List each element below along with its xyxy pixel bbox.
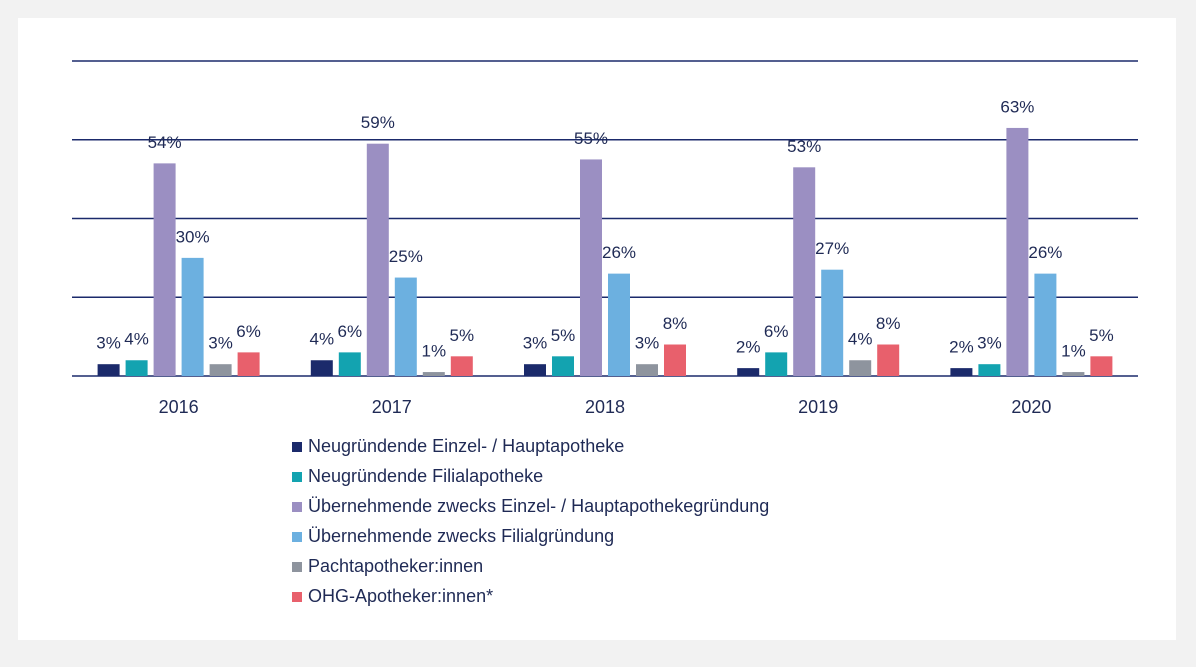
value-label: 5%	[1089, 326, 1114, 345]
legend-label: Pachtapotheker:innen	[308, 556, 483, 576]
value-label: 5%	[551, 326, 576, 345]
value-label: 1%	[1061, 342, 1086, 361]
value-label: 30%	[176, 227, 210, 246]
bar	[237, 352, 260, 376]
bar	[97, 364, 120, 376]
bar	[125, 360, 148, 376]
value-label: 4%	[310, 330, 335, 349]
value-label: 4%	[848, 330, 873, 349]
value-label: 3%	[635, 334, 660, 353]
value-label: 6%	[764, 322, 789, 341]
value-label: 2%	[736, 338, 761, 357]
bar	[310, 360, 333, 376]
legend-swatch	[292, 472, 302, 482]
value-label: 2%	[949, 338, 974, 357]
value-label: 3%	[977, 334, 1002, 353]
bar	[978, 364, 1001, 376]
legend-swatch	[292, 562, 302, 572]
value-label: 5%	[450, 326, 475, 345]
x-tick-label: 2019	[798, 397, 838, 417]
value-label: 53%	[787, 137, 821, 156]
value-label: 4%	[124, 330, 149, 349]
bar	[1090, 356, 1113, 376]
legend-swatch	[292, 532, 302, 542]
bar	[821, 269, 844, 376]
value-label: 3%	[96, 334, 121, 353]
value-label: 6%	[338, 322, 363, 341]
legend-swatch	[292, 502, 302, 512]
bar	[524, 364, 546, 376]
bar	[608, 273, 630, 376]
value-label: 54%	[148, 133, 182, 152]
bar	[422, 372, 445, 376]
bar	[209, 364, 232, 376]
bar	[950, 368, 973, 376]
value-label: 27%	[815, 239, 849, 258]
bar	[737, 368, 760, 376]
value-label: 8%	[663, 314, 688, 333]
bar	[580, 159, 602, 376]
bar	[450, 356, 473, 376]
value-label: 26%	[602, 243, 636, 262]
bar	[1006, 127, 1029, 376]
bar	[793, 167, 816, 376]
value-label: 6%	[236, 322, 261, 341]
bar	[552, 356, 574, 376]
legend-label: Neugründende Einzel- / Hauptapotheke	[308, 436, 624, 456]
x-tick-label: 2018	[585, 397, 625, 417]
value-label: 55%	[574, 129, 608, 148]
bar	[153, 163, 176, 376]
bar	[664, 344, 686, 376]
bar	[877, 344, 900, 376]
value-label: 3%	[208, 334, 233, 353]
value-label: 59%	[361, 113, 395, 132]
legend-label: Übernehmende zwecks Einzel- / Hauptapoth…	[308, 496, 769, 516]
x-tick-label: 2016	[159, 397, 199, 417]
bar	[636, 364, 658, 376]
bar	[394, 277, 417, 376]
value-label: 25%	[389, 247, 423, 266]
bar	[1034, 273, 1057, 376]
bar	[765, 352, 788, 376]
bar	[849, 360, 872, 376]
x-tick-label: 2020	[1011, 397, 1051, 417]
bar	[1062, 372, 1085, 376]
bar	[338, 352, 361, 376]
x-tick-label: 2017	[372, 397, 412, 417]
legend-label: Neugründende Filialapotheke	[308, 466, 543, 486]
value-label: 3%	[523, 334, 548, 353]
value-label: 26%	[1028, 243, 1062, 262]
value-label: 63%	[1000, 97, 1034, 116]
legend-label: Übernehmende zwecks Filialgründung	[308, 526, 614, 546]
legend-label: OHG-Apotheker:innen*	[308, 586, 493, 606]
legend-swatch	[292, 592, 302, 602]
value-label: 8%	[876, 314, 901, 333]
bar	[366, 143, 389, 376]
bar	[181, 257, 204, 376]
legend-swatch	[292, 442, 302, 452]
value-label: 1%	[422, 342, 447, 361]
